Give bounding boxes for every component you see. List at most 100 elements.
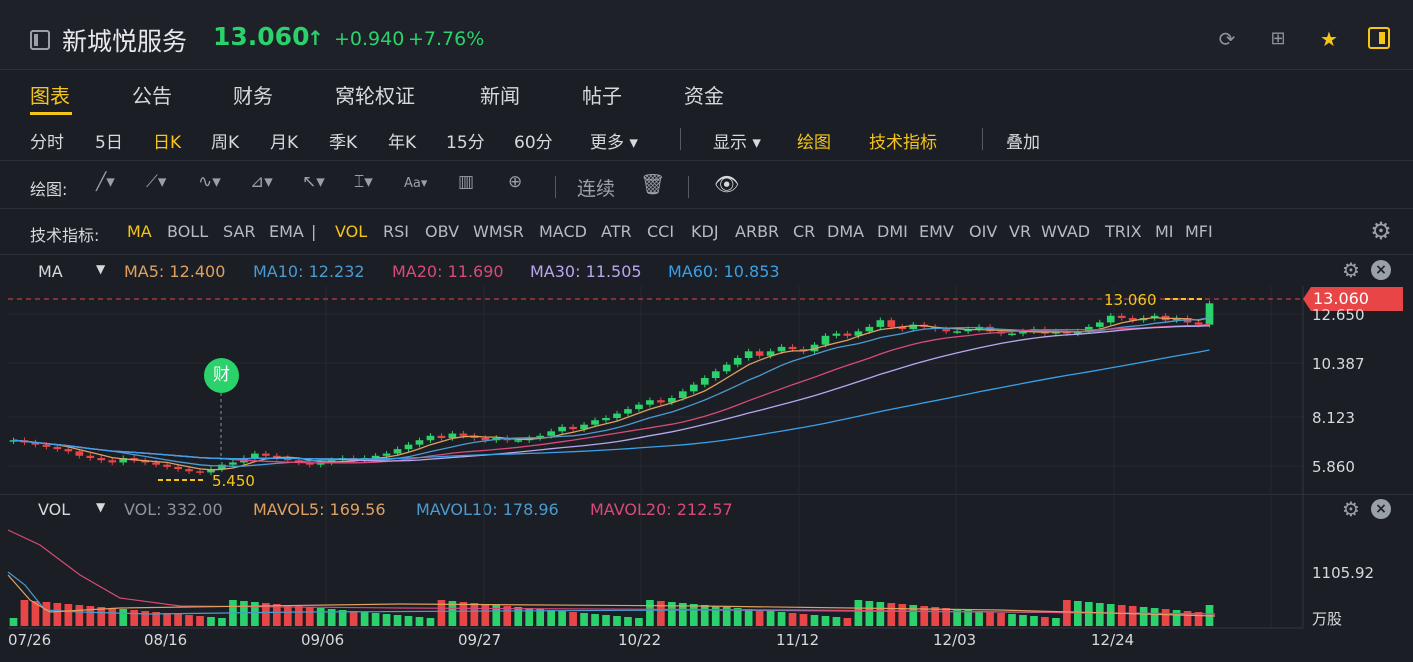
volume-bar — [964, 610, 972, 626]
display-dropdown[interactable]: 显示 ▾ — [713, 133, 761, 153]
vol-settings-gear-icon[interactable]: ⚙ — [1342, 497, 1360, 521]
volume-bar — [657, 601, 665, 626]
candle-body — [86, 455, 95, 458]
indicator-obv[interactable]: OBV — [425, 222, 460, 241]
volume-bar — [492, 605, 501, 626]
vol-dropdown-icon[interactable]: ▼ — [96, 500, 106, 514]
indicator-cci[interactable]: CCI — [647, 222, 675, 241]
indicator-arbr[interactable]: ARBR — [735, 222, 780, 241]
grid-icon[interactable]: ⊞ — [1270, 28, 1286, 49]
continuous-toggle[interactable]: 连续 — [577, 178, 616, 200]
volume-bar — [97, 607, 106, 626]
volume-bar — [86, 606, 95, 626]
ma-settings-gear-icon[interactable]: ⚙ — [1342, 258, 1360, 282]
indicator-sar[interactable]: SAR — [223, 222, 256, 241]
tab-announcement[interactable]: 公告 — [132, 84, 172, 108]
indicator-boll[interactable]: BOLL — [167, 222, 209, 241]
star-icon[interactable]: ★ — [1320, 27, 1338, 51]
candle-tool-icon[interactable]: ▥ — [458, 172, 475, 192]
candle-body — [832, 333, 841, 336]
tab-warrants[interactable]: 窝轮权证 — [335, 84, 415, 108]
candle-body — [788, 346, 797, 350]
volume-bar — [382, 614, 391, 626]
arrow-tool-icon[interactable]: ↖▾ — [302, 172, 325, 192]
date-label: 12/24 — [1091, 631, 1135, 649]
tab-finance[interactable]: 财务 — [233, 84, 273, 108]
indicator-macd[interactable]: MACD — [539, 222, 587, 241]
candle-body — [733, 358, 742, 365]
candle-body — [942, 329, 951, 332]
current-price-tag: 13.060 — [1303, 287, 1403, 311]
up-arrow-icon: ↑ — [307, 26, 324, 50]
indicator-wmsr[interactable]: WMSR — [473, 222, 524, 241]
ma-dropdown-icon[interactable]: ▼ — [96, 262, 106, 276]
divider — [0, 494, 1413, 495]
sidebar-toggle-icon[interactable] — [30, 30, 50, 50]
ma-close-icon[interactable]: × — [1371, 260, 1391, 280]
indicator-ma[interactable]: MA — [127, 222, 152, 241]
indicator-ema[interactable]: EMA — [269, 222, 304, 241]
period-daily[interactable]: 日K — [153, 133, 182, 153]
ma5-value: MA5: 12.400 — [124, 262, 226, 281]
tab-chart[interactable]: 图表 — [30, 84, 70, 108]
more-dropdown[interactable]: 更多 ▾ — [590, 133, 638, 153]
indicator-vol[interactable]: VOL — [335, 222, 368, 241]
vol-close-icon[interactable]: × — [1371, 499, 1391, 519]
candle-body — [1106, 315, 1115, 323]
wave-tool-icon[interactable]: ∿▾ — [198, 172, 221, 192]
volume-bar — [1019, 615, 1027, 626]
polyline-tool-icon[interactable]: ⟋▾ — [146, 172, 167, 192]
period-intraday[interactable]: 分时 — [30, 133, 64, 153]
line-tool-icon[interactable]: ╱▾ — [96, 172, 115, 192]
indicator-rsi[interactable]: RSI — [383, 222, 409, 241]
zoom-icon[interactable]: ⊕ — [508, 172, 523, 192]
volume-bar — [316, 608, 325, 626]
period-yearly[interactable]: 年K — [388, 133, 417, 153]
tech-indicator-toggle[interactable]: 技术指标 — [869, 133, 937, 153]
vol-panel-name[interactable]: VOL — [38, 500, 71, 519]
tab-news[interactable]: 新闻 — [480, 84, 520, 108]
indicator-emv[interactable]: EMV — [919, 222, 954, 241]
indicator-cr[interactable]: CR — [793, 222, 816, 241]
indicator-settings-gear-icon[interactable]: ⚙ — [1370, 217, 1392, 245]
ma-panel-name[interactable]: MA — [38, 262, 63, 281]
indicator-dmi[interactable]: DMI — [877, 222, 908, 241]
period-15min[interactable]: 15分 — [446, 133, 485, 153]
measure-tool-icon[interactable]: ⌶▾ — [354, 172, 373, 192]
period-quarterly[interactable]: 季K — [329, 133, 358, 153]
indicator-dma[interactable]: DMA — [827, 222, 865, 241]
eye-icon[interactable]: 👁 — [714, 172, 740, 196]
text-tool-icon[interactable]: Aa▾ — [404, 176, 428, 191]
volume-bar — [997, 613, 1005, 626]
volume-bar — [931, 607, 940, 626]
finance-event-badge[interactable]: 财 — [204, 358, 239, 393]
indicator-wvad[interactable]: WVAD — [1041, 222, 1091, 241]
overlay-button[interactable]: 叠加 — [1006, 133, 1040, 153]
ma60-value: MA60: 10.853 — [668, 262, 780, 281]
tab-funds[interactable]: 资金 — [684, 84, 724, 108]
refresh-icon[interactable]: ⟳ — [1218, 27, 1236, 51]
volume-bar — [569, 612, 577, 626]
candle-body — [1117, 315, 1126, 318]
indicator-mfi[interactable]: MFI — [1185, 222, 1213, 241]
period-60min[interactable]: 60分 — [514, 133, 553, 153]
volume-bar — [196, 616, 204, 626]
indicator-atr[interactable]: ATR — [601, 222, 632, 241]
trash-icon[interactable]: 🗑 — [640, 172, 666, 196]
period-weekly[interactable]: 周K — [211, 133, 240, 153]
draw-toggle[interactable]: 绘图 — [797, 133, 831, 153]
indicator-vr[interactable]: VR — [1009, 222, 1032, 241]
fib-tool-icon[interactable]: ⊿▾ — [250, 172, 273, 192]
indicator-trix[interactable]: TRIX — [1105, 222, 1142, 241]
period-5d[interactable]: 5日 — [95, 133, 123, 153]
tab-posts[interactable]: 帖子 — [582, 84, 622, 108]
volume-bar — [283, 605, 292, 626]
indicator-kdj[interactable]: KDJ — [691, 222, 719, 241]
period-monthly[interactable]: 月K — [270, 133, 299, 153]
indicator-mi[interactable]: MI — [1155, 222, 1174, 241]
candle-body — [1008, 333, 1016, 336]
ma20-value: MA20: 11.690 — [392, 262, 504, 281]
panel-toggle-icon[interactable] — [1368, 27, 1390, 49]
indicator-oiv[interactable]: OIV — [969, 222, 998, 241]
